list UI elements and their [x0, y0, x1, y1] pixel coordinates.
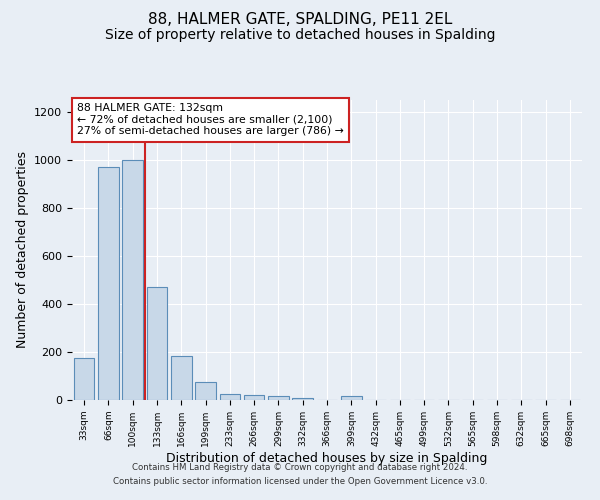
Bar — [220, 394, 240, 400]
Text: 88, HALMER GATE, SPALDING, PE11 2EL: 88, HALMER GATE, SPALDING, PE11 2EL — [148, 12, 452, 28]
Text: 88 HALMER GATE: 132sqm
← 72% of detached houses are smaller (2,100)
27% of semi-: 88 HALMER GATE: 132sqm ← 72% of detached… — [77, 103, 344, 136]
Bar — [122, 160, 143, 400]
Text: Contains public sector information licensed under the Open Government Licence v3: Contains public sector information licen… — [113, 477, 487, 486]
Bar — [292, 398, 313, 400]
Bar — [74, 358, 94, 400]
Bar — [268, 396, 289, 400]
Bar — [146, 287, 167, 400]
Bar — [195, 382, 216, 400]
Bar — [171, 356, 191, 400]
Text: Contains HM Land Registry data © Crown copyright and database right 2024.: Contains HM Land Registry data © Crown c… — [132, 464, 468, 472]
Bar — [341, 396, 362, 400]
X-axis label: Distribution of detached houses by size in Spalding: Distribution of detached houses by size … — [166, 452, 488, 464]
Bar — [244, 395, 265, 400]
Bar — [98, 167, 119, 400]
Y-axis label: Number of detached properties: Number of detached properties — [16, 152, 29, 348]
Text: Size of property relative to detached houses in Spalding: Size of property relative to detached ho… — [105, 28, 495, 42]
